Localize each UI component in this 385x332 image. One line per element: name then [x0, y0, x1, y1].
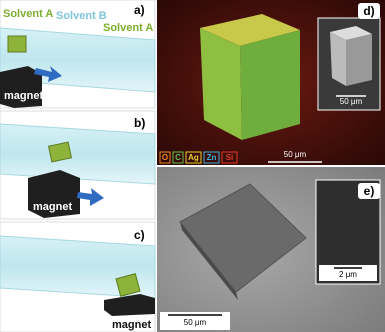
element-box — [203, 151, 220, 164]
inset-label-box — [319, 265, 377, 281]
magnet-label: magnet — [33, 201, 72, 213]
solvent-label: Solvent B — [56, 10, 107, 22]
element-label: O — [162, 153, 168, 162]
label-box — [160, 312, 230, 330]
panel-d: 50 μm d) 50 μm O C Ag Zn Si — [157, 0, 385, 165]
cube-edge — [180, 222, 238, 300]
cube-face — [179, 183, 307, 293]
panel-label: e) — [364, 184, 375, 198]
element-box — [159, 151, 171, 164]
label-box — [358, 3, 380, 19]
panel-a: Solvent A Solvent B Solvent A a) magnet — [0, 0, 156, 109]
panel-b: b) magnet — [0, 110, 156, 220]
panel-label: c) — [134, 228, 145, 242]
magnet — [104, 294, 155, 316]
panel-e: 2 μm e) 50 μm — [157, 167, 385, 332]
magnet-label: magnet — [112, 319, 151, 331]
label-box — [358, 183, 380, 199]
scale-label: 50 μm — [340, 97, 363, 106]
magnet — [28, 170, 80, 218]
element-label: Zn — [207, 153, 217, 162]
element-box — [221, 151, 238, 164]
solvent-label: Solvent A — [103, 22, 153, 34]
cube — [115, 273, 141, 297]
inset-cube — [346, 34, 372, 86]
cube-face — [240, 30, 300, 140]
element-legend: O C Ag Zn Si — [159, 151, 238, 164]
element-label: Ag — [188, 153, 199, 162]
cube — [47, 141, 73, 163]
element-label: Si — [226, 153, 234, 162]
cube — [7, 35, 27, 53]
solvent-label: Solvent A — [3, 8, 53, 20]
panel-c: c) magnet — [0, 221, 156, 332]
inset-cube — [330, 26, 372, 40]
element-box — [185, 151, 202, 164]
arrow — [34, 66, 62, 82]
cube-face — [200, 28, 242, 140]
panel-label: d) — [363, 4, 374, 18]
element-box — [172, 151, 184, 164]
arrow — [77, 188, 104, 206]
scale-label: 50 μm — [184, 318, 207, 327]
inset-cube — [330, 32, 346, 86]
panel-label: b) — [134, 116, 145, 130]
tube — [0, 123, 156, 185]
element-label: C — [175, 153, 181, 162]
scale-label: 2 μm — [339, 270, 357, 279]
panel-label: a) — [134, 3, 145, 17]
scale-label: 50 μm — [284, 150, 307, 159]
cube-top — [200, 14, 300, 46]
magnet-label: magnet — [4, 90, 43, 102]
magnet — [0, 66, 42, 108]
